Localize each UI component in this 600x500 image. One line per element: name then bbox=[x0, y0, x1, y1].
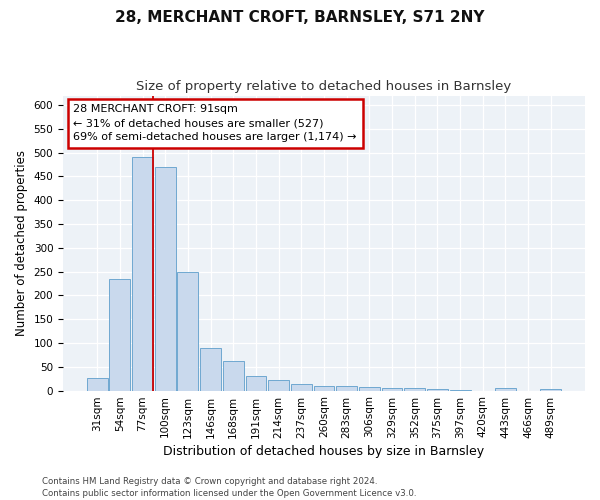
Bar bbox=[132, 158, 153, 390]
Bar bbox=[336, 386, 357, 390]
Bar bbox=[314, 386, 334, 390]
Bar bbox=[404, 388, 425, 390]
Bar bbox=[109, 278, 130, 390]
Title: Size of property relative to detached houses in Barnsley: Size of property relative to detached ho… bbox=[136, 80, 512, 93]
X-axis label: Distribution of detached houses by size in Barnsley: Distribution of detached houses by size … bbox=[163, 444, 485, 458]
Bar bbox=[155, 167, 176, 390]
Text: 28 MERCHANT CROFT: 91sqm
← 31% of detached houses are smaller (527)
69% of semi-: 28 MERCHANT CROFT: 91sqm ← 31% of detach… bbox=[73, 104, 357, 142]
Y-axis label: Number of detached properties: Number of detached properties bbox=[15, 150, 28, 336]
Bar bbox=[359, 387, 380, 390]
Bar bbox=[87, 378, 107, 390]
Bar bbox=[178, 272, 199, 390]
Bar bbox=[268, 380, 289, 390]
Bar bbox=[382, 388, 403, 390]
Bar bbox=[200, 348, 221, 391]
Bar bbox=[291, 384, 312, 390]
Bar bbox=[541, 388, 561, 390]
Bar bbox=[495, 388, 516, 390]
Bar bbox=[223, 360, 244, 390]
Bar bbox=[245, 376, 266, 390]
Text: Contains HM Land Registry data © Crown copyright and database right 2024.
Contai: Contains HM Land Registry data © Crown c… bbox=[42, 476, 416, 498]
Bar bbox=[427, 389, 448, 390]
Text: 28, MERCHANT CROFT, BARNSLEY, S71 2NY: 28, MERCHANT CROFT, BARNSLEY, S71 2NY bbox=[115, 10, 485, 25]
